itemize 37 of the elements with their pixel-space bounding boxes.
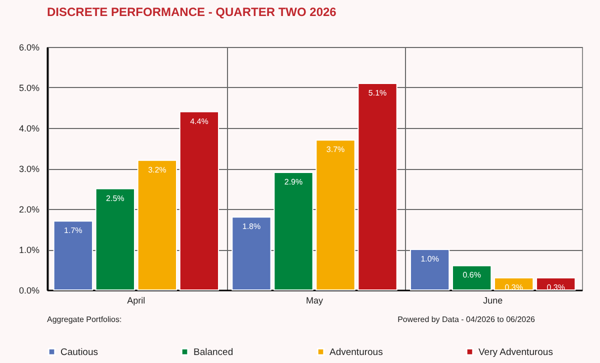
bar [179,111,220,290]
y-tick-label: 3.0% [18,164,40,174]
y-tick-label: 5.0% [18,83,40,93]
text: 1.0% [420,254,439,264]
text: Aggregate Portfolios: [47,315,122,324]
x-tick-label: April [127,296,146,306]
bar [410,249,450,290]
text: 3.7% [326,145,345,154]
y-tick-label: 6.0% [18,42,40,52]
x-tick-label: June [483,296,503,306]
legend-label: Very Adventurous [478,346,554,358]
bar [53,220,93,290]
chart-title: DISCRETE PERFORMANCE - QUARTER TWO 2026 [47,5,337,19]
y-tick-label: 1.0% [18,245,40,255]
legend-label: Balanced [194,346,234,358]
y-tick-label: 0.0% [18,286,40,296]
text: 4.4% [190,116,208,126]
text: 0.6% [462,270,481,280]
bar [358,82,398,290]
bar [274,172,314,290]
y-tick-label: 4.0% [18,124,40,134]
text: Powered by Data - 04/2026 to 06/2026 [398,315,535,324]
text: 1.8% [242,222,261,232]
text: 5.1% [368,88,387,98]
text: 1.7% [64,226,82,236]
text: 2.9% [284,178,303,187]
bar [95,188,135,290]
bar [232,216,272,290]
bar [452,265,492,290]
y-tick-label: 2.0% [18,204,40,214]
legend-label: Adventurous [330,346,384,358]
text: 2.5% [106,194,124,203]
x-tick-label: May [306,296,324,306]
legend-label: Cautious [60,346,98,358]
text: 3.2% [148,165,166,174]
bar [137,160,177,290]
bar [316,140,356,290]
